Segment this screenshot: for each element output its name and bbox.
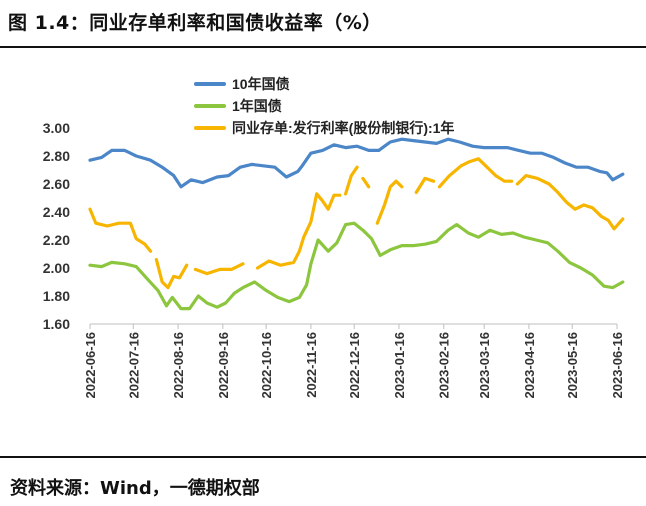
x-tick-label: 2022-07-16: [126, 332, 141, 399]
series-line-3: [255, 192, 342, 270]
y-tick-label: 2.20: [43, 232, 70, 248]
x-tick-label: 2022-10-16: [259, 332, 274, 399]
y-tick-label: 2.40: [43, 204, 70, 220]
x-tick-label: 2023-05-16: [565, 332, 580, 399]
x-tick-label: 2022-11-16: [304, 332, 319, 398]
series-line-3: [361, 176, 371, 189]
x-tick-label: 2022-06-16: [83, 332, 98, 399]
legend-label: 同业存单:发行利率(股份制银行):1年: [232, 120, 454, 136]
x-tick-label: 2023-06-16: [610, 332, 625, 399]
x-tick-label: 2022-09-16: [216, 332, 231, 399]
series-line-3: [88, 207, 153, 253]
series-line-3: [414, 176, 436, 194]
x-tick-label: 2023-03-16: [477, 332, 492, 399]
series-line-3: [375, 179, 404, 225]
source-note: 资料来源：Wind，一德期权部: [10, 478, 260, 499]
series-line-2: [88, 221, 625, 311]
y-tick-label: 1.80: [43, 288, 70, 304]
series-line-3: [344, 165, 359, 196]
legend-label: 10年国债: [232, 76, 290, 92]
legend-label: 1年国债: [232, 98, 282, 114]
series-line-3: [515, 174, 625, 231]
y-tick-label: 2.00: [43, 260, 70, 276]
x-tick-label: 2022-12-16: [347, 332, 362, 399]
x-tick-label: 2022-08-16: [171, 332, 186, 399]
line-chart: 1.60 1.80 2.00 2.20 2.40 2.60 2.80 3.00 2022-06-…: [43, 76, 625, 399]
series-line-1: [88, 137, 625, 189]
figure-title: 图 1.4：同业存单利率和国债收益率（%）: [8, 12, 382, 34]
y-tick-label: 1.60: [43, 316, 70, 332]
y-tick-label: 2.80: [43, 148, 70, 164]
x-tick-label: 2023-04-16: [522, 332, 537, 399]
series-line-3: [154, 258, 189, 290]
x-tick-label: 2023-02-16: [437, 332, 452, 399]
series-line-3: [193, 262, 245, 276]
x-tick-label: 2023-01-16: [392, 332, 407, 399]
bottom-rule: [0, 456, 646, 458]
top-rule: [0, 46, 646, 48]
series-line-3: [437, 157, 514, 189]
y-tick-label: 2.60: [43, 176, 70, 192]
y-tick-label: 3.00: [43, 120, 70, 136]
